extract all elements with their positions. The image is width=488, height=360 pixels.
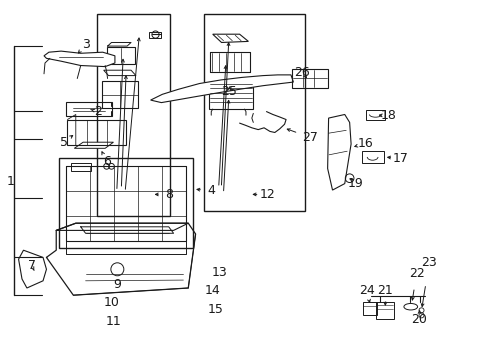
Text: 15: 15 — [207, 303, 223, 316]
Text: 23: 23 — [421, 256, 436, 269]
Text: 12: 12 — [260, 188, 275, 201]
Text: 22: 22 — [408, 267, 424, 280]
Bar — [97, 14, 170, 216]
Bar — [149, 32, 161, 38]
Bar — [210, 52, 250, 72]
Text: 13: 13 — [211, 266, 226, 279]
Text: 7: 7 — [28, 259, 36, 272]
Text: 18: 18 — [380, 109, 396, 122]
Bar — [59, 158, 193, 248]
Text: 19: 19 — [347, 177, 363, 190]
Polygon shape — [44, 51, 115, 67]
Polygon shape — [212, 34, 248, 42]
Text: 14: 14 — [204, 284, 220, 297]
Text: 24: 24 — [358, 284, 374, 297]
Text: 11: 11 — [105, 315, 121, 328]
Bar — [66, 102, 112, 116]
Bar — [204, 14, 304, 211]
Polygon shape — [74, 142, 113, 148]
Bar — [365, 110, 385, 120]
Text: 16: 16 — [357, 137, 373, 150]
Text: 21: 21 — [377, 284, 392, 297]
Text: 25: 25 — [221, 85, 236, 98]
Text: 2: 2 — [94, 105, 102, 118]
Bar — [67, 120, 126, 145]
Text: 27: 27 — [302, 131, 318, 144]
Text: 17: 17 — [392, 152, 408, 165]
Text: 5: 5 — [60, 136, 67, 149]
Bar — [362, 302, 376, 315]
Bar — [375, 302, 393, 319]
Text: 26: 26 — [294, 66, 309, 78]
Text: 1: 1 — [7, 175, 15, 188]
Polygon shape — [103, 70, 136, 76]
Text: 3: 3 — [81, 39, 89, 51]
Bar — [102, 81, 138, 108]
Text: 10: 10 — [103, 296, 119, 309]
Polygon shape — [327, 114, 350, 190]
Polygon shape — [150, 75, 293, 103]
Text: 8: 8 — [164, 188, 172, 201]
Bar — [71, 163, 91, 171]
Text: 6: 6 — [102, 155, 110, 168]
Text: 9: 9 — [113, 278, 121, 291]
Bar — [361, 151, 383, 163]
Bar — [209, 82, 253, 109]
Polygon shape — [19, 250, 46, 288]
Bar — [292, 69, 327, 88]
Text: 4: 4 — [207, 184, 215, 197]
Text: 20: 20 — [411, 313, 427, 326]
Bar — [106, 47, 135, 64]
